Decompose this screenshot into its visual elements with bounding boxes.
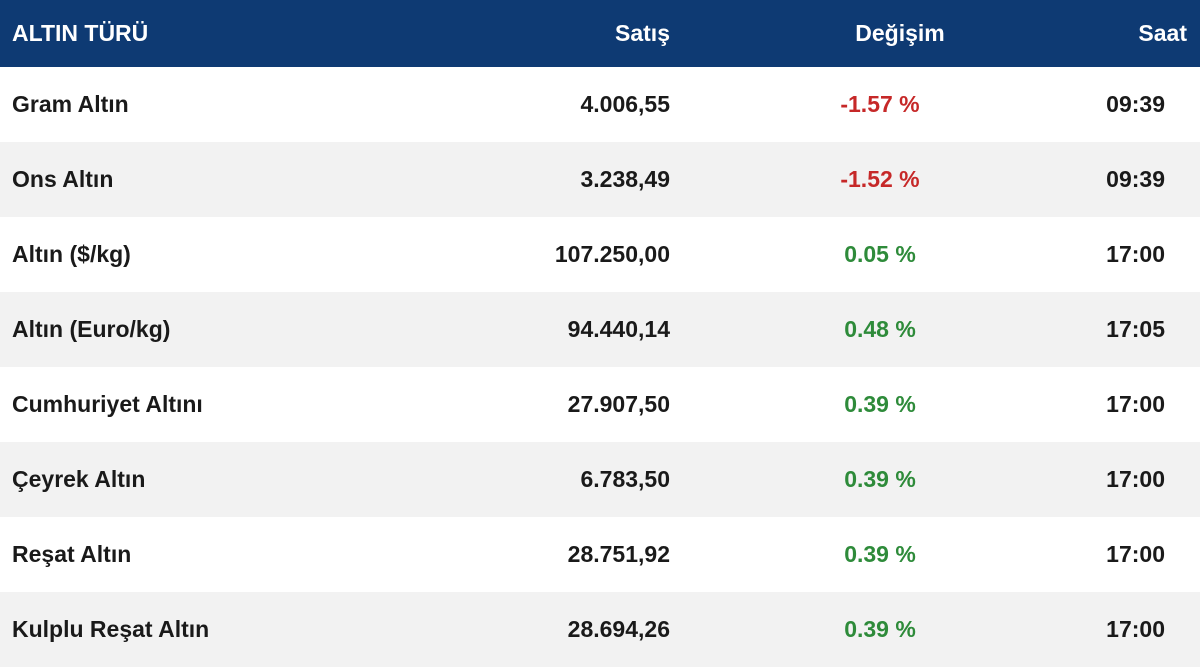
price-cell: 28.751,92 [567,541,670,567]
change-cell: 0.05 % [844,241,916,267]
time-cell: 09:39 [1106,91,1165,117]
time-cell: 17:00 [1106,391,1165,417]
table-row: Altın (Euro/kg) 94.440,14 0.48 % 17:05 [0,292,1200,367]
table-row: Cumhuriyet Altını 27.907,50 0.39 % 17:00 [0,367,1200,442]
time-cell: 09:39 [1106,166,1165,192]
table-row: Gram Altın 4.006,55 -1.57 % 09:39 [0,67,1200,142]
table-row: Çeyrek Altın 6.783,50 0.39 % 17:00 [0,442,1200,517]
name-cell: Altın ($/kg) [12,241,131,267]
name-cell: Reşat Altın [12,541,132,567]
table-row: Reşat Altın 28.751,92 0.39 % 17:00 [0,517,1200,592]
change-cell: -1.57 % [840,91,920,117]
name-cell: Cumhuriyet Altını [12,391,203,417]
time-cell: 17:00 [1106,541,1165,567]
price-cell: 28.694,26 [567,616,670,642]
header-cell: Değişim [855,20,945,46]
time-cell: 17:00 [1106,241,1165,267]
time-cell: 17:05 [1106,316,1165,342]
change-cell: 0.39 % [844,466,916,492]
table-row: Altın ($/kg) 107.250,00 0.05 % 17:00 [0,217,1200,292]
price-cell: 4.006,55 [580,91,670,117]
price-cell: 27.907,50 [567,391,670,417]
change-cell: 0.39 % [844,391,916,417]
price-cell: 94.440,14 [567,316,670,342]
header-cell: Satış [615,20,670,46]
name-cell: Ons Altın [12,166,114,192]
name-cell: Kulplu Reşat Altın [12,616,210,642]
change-cell: 0.39 % [844,616,916,642]
table-row: Ons Altın 3.238,49 -1.52 % 09:39 [0,142,1200,217]
time-cell: 17:00 [1106,616,1165,642]
header-cell: ALTIN TÜRÜ [12,20,149,46]
change-cell: 0.39 % [844,541,916,567]
time-cell: 17:00 [1106,466,1165,492]
change-cell: -1.52 % [840,166,920,192]
header-cell: Saat [1138,20,1187,46]
header-row: ALTIN TÜRÜ Satış Değişim Saat [0,0,1200,67]
name-cell: Altın (Euro/kg) [12,316,171,342]
price-cell: 6.783,50 [580,466,670,492]
name-cell: Çeyrek Altın [12,466,146,492]
price-cell: 107.250,00 [554,241,670,267]
price-cell: 3.238,49 [580,166,670,192]
change-cell: 0.48 % [844,316,916,342]
table-row: Kulplu Reşat Altın 28.694,26 0.39 % 17:00 [0,592,1200,667]
name-cell: Gram Altın [12,91,129,117]
